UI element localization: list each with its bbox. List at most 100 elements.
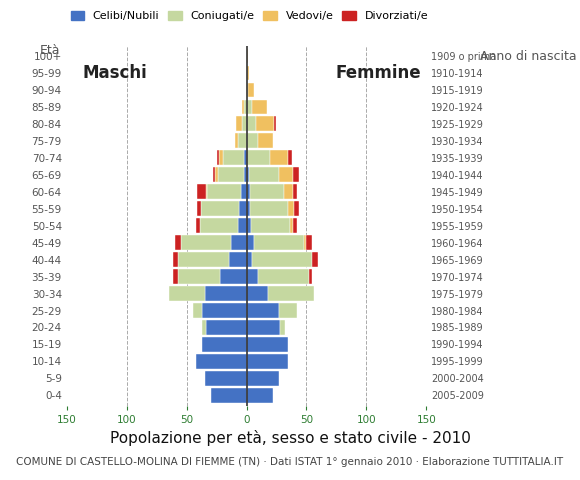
Bar (202, 320, 206, 335)
Bar (251, 218, 289, 233)
Bar (196, 354, 246, 369)
Bar (280, 320, 285, 335)
Bar (241, 184, 246, 199)
Bar (246, 388, 273, 403)
Bar (268, 286, 314, 301)
Bar (246, 66, 249, 80)
Bar (197, 202, 201, 216)
Bar (293, 184, 297, 199)
Bar (206, 184, 207, 199)
Bar (279, 168, 293, 182)
Bar (223, 150, 244, 165)
Bar (244, 99, 246, 114)
Bar (304, 235, 306, 250)
Bar (248, 83, 253, 97)
Bar (288, 202, 295, 216)
Bar (246, 354, 288, 369)
Bar (231, 235, 246, 250)
Bar (246, 133, 259, 148)
Bar (180, 235, 231, 250)
Bar (246, 286, 268, 301)
Text: Maschi: Maschi (82, 64, 147, 82)
Bar (206, 320, 246, 335)
Bar (178, 269, 220, 284)
Bar (220, 269, 246, 284)
Bar (207, 184, 241, 199)
Text: COMUNE DI CASTELLO-MOLINA DI FIEMME (TN) · Dati ISTAT 1° gennaio 2010 · Elaboraz: COMUNE DI CASTELLO-MOLINA DI FIEMME (TN)… (16, 457, 564, 467)
Bar (306, 235, 313, 250)
Bar (202, 337, 246, 352)
Bar (246, 371, 279, 385)
Text: Femmine: Femmine (336, 64, 421, 82)
Bar (169, 286, 205, 301)
Bar (242, 117, 246, 131)
Bar (200, 218, 238, 233)
Bar (246, 218, 251, 233)
Bar (250, 184, 284, 199)
Bar (246, 320, 280, 335)
Bar (213, 168, 215, 182)
Bar (202, 303, 246, 318)
Bar (173, 269, 178, 284)
Bar (234, 133, 238, 148)
Bar (205, 371, 246, 385)
Bar (313, 252, 318, 267)
Text: Popolazione per età, sesso e stato civile - 2010: Popolazione per età, sesso e stato civil… (110, 430, 470, 445)
Bar (246, 150, 270, 165)
Bar (205, 286, 246, 301)
Bar (249, 168, 279, 182)
Bar (246, 337, 288, 352)
Bar (246, 202, 250, 216)
Bar (309, 269, 313, 284)
Bar (240, 202, 246, 216)
Bar (246, 269, 259, 284)
Bar (250, 202, 288, 216)
Bar (295, 202, 299, 216)
Bar (173, 252, 178, 267)
Bar (201, 202, 240, 216)
Text: Età: Età (40, 44, 61, 57)
Bar (246, 117, 256, 131)
Bar (252, 99, 267, 114)
Bar (244, 168, 246, 182)
Bar (293, 168, 299, 182)
Bar (279, 303, 297, 318)
Bar (289, 218, 293, 233)
Bar (259, 133, 273, 148)
Bar (211, 388, 246, 403)
Bar (246, 184, 250, 199)
Bar (253, 235, 304, 250)
Bar (229, 252, 246, 267)
Bar (178, 252, 229, 267)
Bar (196, 218, 200, 233)
Bar (193, 303, 202, 318)
Bar (197, 184, 206, 199)
Bar (238, 133, 246, 148)
Bar (235, 117, 242, 131)
Bar (246, 48, 248, 63)
Bar (246, 168, 249, 182)
Bar (246, 252, 252, 267)
Bar (270, 150, 288, 165)
Bar (242, 99, 244, 114)
Bar (218, 168, 244, 182)
Bar (256, 117, 274, 131)
Bar (284, 184, 293, 199)
Text: Anno di nascita: Anno di nascita (480, 50, 577, 63)
Bar (246, 83, 248, 97)
Bar (274, 117, 277, 131)
Bar (175, 235, 180, 250)
Bar (259, 269, 309, 284)
Bar (244, 150, 246, 165)
Bar (238, 218, 246, 233)
Bar (219, 150, 223, 165)
Bar (246, 235, 253, 250)
Bar (288, 150, 292, 165)
Bar (252, 252, 313, 267)
Bar (246, 99, 252, 114)
Bar (215, 168, 218, 182)
Bar (216, 150, 219, 165)
Bar (293, 218, 297, 233)
Legend: Celibi/Nubili, Coniugati/e, Vedovi/e, Divorziati/e: Celibi/Nubili, Coniugati/e, Vedovi/e, Di… (67, 8, 432, 25)
Bar (246, 303, 279, 318)
